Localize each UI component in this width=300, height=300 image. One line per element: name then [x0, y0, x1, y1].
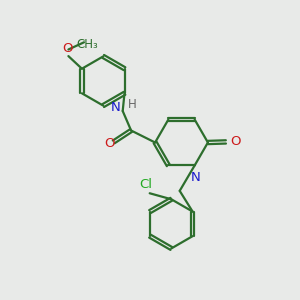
Text: O: O — [62, 42, 73, 55]
Text: O: O — [230, 135, 241, 148]
Text: H: H — [128, 98, 137, 112]
Text: CH₃: CH₃ — [77, 38, 98, 51]
Text: N: N — [111, 101, 121, 114]
Text: Cl: Cl — [140, 178, 153, 191]
Text: N: N — [191, 171, 201, 184]
Text: O: O — [104, 136, 115, 150]
